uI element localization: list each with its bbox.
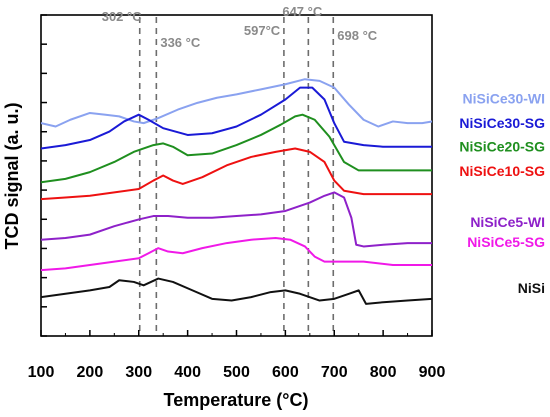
x-tick-label: 100 [28, 364, 55, 381]
series-label: NiSiCe5-WI [470, 214, 545, 230]
series-line [41, 86, 432, 150]
series-label: NiSiCe5-SG [467, 234, 545, 250]
x-axis-label: Temperature (°C) [164, 390, 309, 410]
x-tick-label: 300 [125, 364, 152, 381]
reference-line-label: 336 °C [160, 35, 201, 50]
series-line [41, 277, 432, 305]
reference-line-label: 647 °C [282, 4, 323, 19]
x-tick-label: 200 [77, 364, 104, 381]
series-layer [41, 78, 432, 305]
x-tick-label: 400 [174, 364, 201, 381]
x-tick-label: 800 [370, 364, 397, 381]
series-label: NiSiCe30-WI [463, 90, 545, 106]
x-tick-label: 900 [419, 364, 446, 381]
series-label: NiSiCe10-SG [459, 163, 545, 179]
reference-line-label: 698 °C [337, 28, 378, 43]
y-axis-label: TCD signal (a. u.) [2, 102, 22, 249]
series-label: NiSi [518, 280, 545, 296]
series-line [41, 237, 432, 272]
x-tick-label: 600 [272, 364, 299, 381]
x-tick-label: 500 [223, 364, 250, 381]
reference-line-label: 302 °C [102, 9, 143, 24]
series-line [41, 113, 432, 184]
series-line [41, 78, 432, 128]
plot-frame [40, 14, 433, 337]
x-tick-label: 700 [321, 364, 348, 381]
series-label: NiSiCe30-SG [459, 115, 545, 131]
series-line [41, 147, 432, 201]
series-label: NiSiCe20-SG [459, 138, 545, 154]
axes: 100 200 300 400 500 600 700 800 900 [28, 14, 446, 381]
reference-line-label: 597°C [244, 23, 281, 38]
series-line [41, 191, 432, 248]
reference-lines [138, 17, 335, 336]
